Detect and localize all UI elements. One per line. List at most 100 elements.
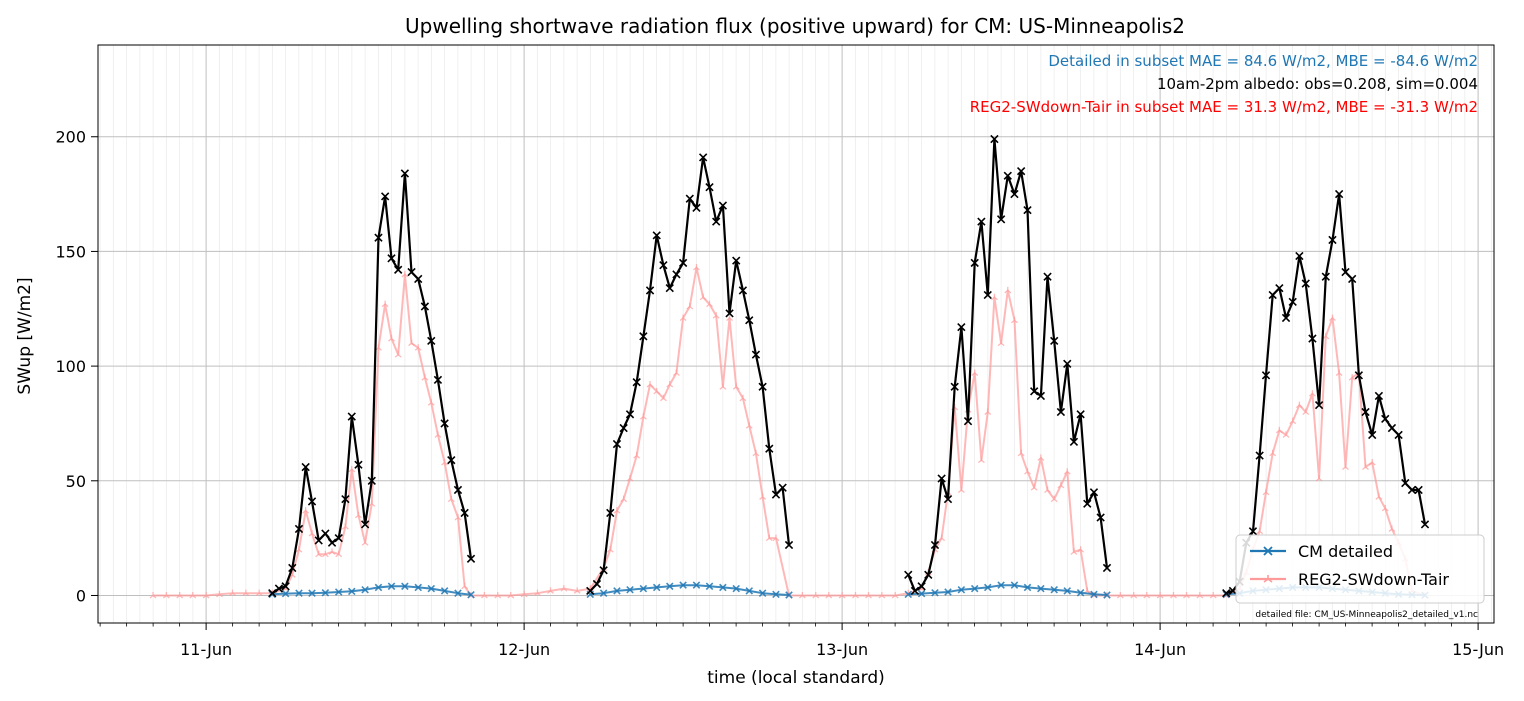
x-axis-label: time (local standard) bbox=[707, 668, 885, 688]
data-point bbox=[957, 486, 965, 493]
data-point bbox=[931, 588, 939, 597]
data-point bbox=[758, 382, 767, 391]
data-point bbox=[1222, 589, 1231, 598]
data-point bbox=[1050, 336, 1059, 346]
legend: CM detailed REG2-SWdown-Tair bbox=[1235, 534, 1485, 604]
data-point bbox=[606, 546, 614, 553]
data-point bbox=[314, 536, 323, 545]
data-point bbox=[341, 523, 349, 530]
data-point bbox=[1328, 235, 1337, 245]
data-point bbox=[938, 534, 946, 542]
y-tick-label: 150 bbox=[55, 242, 86, 261]
x-axis: 11-Jun 12-Jun 13-Jun 14-Jun 15-Jun bbox=[99, 623, 1504, 659]
data-point bbox=[1262, 488, 1270, 496]
data-point bbox=[739, 394, 747, 402]
plot-frame bbox=[97, 44, 1495, 624]
data-point bbox=[1037, 454, 1045, 461]
data-point bbox=[1381, 414, 1390, 424]
y-tick-label: 100 bbox=[55, 357, 86, 376]
data-point bbox=[440, 587, 449, 595]
data-point bbox=[1414, 485, 1423, 495]
data-point bbox=[149, 591, 157, 599]
data-point bbox=[659, 261, 668, 270]
data-point bbox=[633, 452, 641, 459]
data-point bbox=[712, 217, 721, 226]
data-point bbox=[467, 591, 475, 599]
data-point bbox=[414, 583, 422, 592]
data-point bbox=[1044, 486, 1051, 493]
legend-marker-cm-detailed bbox=[1263, 546, 1273, 556]
data-point bbox=[1023, 205, 1032, 215]
data-point bbox=[268, 589, 277, 598]
data-point bbox=[1003, 171, 1012, 180]
data-point bbox=[665, 582, 674, 591]
data-point bbox=[1156, 591, 1164, 599]
data-point bbox=[639, 413, 647, 420]
data-point bbox=[726, 314, 733, 321]
data-point bbox=[176, 591, 184, 599]
legend-marker-reg2 bbox=[1263, 575, 1273, 583]
data-point bbox=[447, 455, 456, 465]
data-point bbox=[1089, 488, 1099, 497]
data-point bbox=[917, 582, 926, 591]
data-point bbox=[1295, 251, 1304, 261]
data-point bbox=[1407, 485, 1417, 495]
data-point bbox=[997, 581, 1005, 589]
data-point bbox=[1056, 407, 1066, 417]
data-point bbox=[765, 444, 774, 453]
data-point bbox=[573, 587, 581, 594]
data-point bbox=[242, 589, 250, 597]
data-point bbox=[1362, 463, 1369, 471]
data-point bbox=[904, 590, 913, 599]
data-point bbox=[785, 591, 793, 599]
data-point bbox=[693, 263, 700, 271]
data-point bbox=[1342, 463, 1349, 471]
x-tick-label: 14-Jun bbox=[1134, 640, 1186, 659]
data-point bbox=[547, 587, 554, 594]
y-tick-label: 0 bbox=[76, 586, 86, 605]
data-point bbox=[652, 231, 661, 240]
data-point bbox=[930, 540, 940, 550]
data-point bbox=[865, 591, 872, 599]
data-point bbox=[414, 274, 423, 284]
data-point bbox=[321, 588, 330, 597]
data-point bbox=[1076, 588, 1085, 597]
data-point bbox=[1302, 408, 1310, 415]
data-point bbox=[1401, 478, 1410, 488]
x-tick-label: 11-Jun bbox=[180, 640, 232, 659]
data-point bbox=[1329, 314, 1336, 321]
data-point bbox=[361, 585, 369, 594]
data-point bbox=[1341, 267, 1350, 277]
x-tick-label: 12-Jun bbox=[498, 640, 550, 659]
data-point bbox=[1248, 527, 1258, 536]
data-point bbox=[983, 290, 992, 300]
data-point bbox=[440, 419, 449, 428]
data-point bbox=[360, 520, 370, 529]
data-point bbox=[520, 590, 528, 598]
data-point bbox=[798, 591, 806, 599]
data-point bbox=[1387, 423, 1397, 433]
data-point bbox=[162, 591, 170, 599]
data-point bbox=[1063, 587, 1072, 595]
data-point bbox=[745, 422, 753, 429]
data-point bbox=[1023, 583, 1032, 592]
data-point bbox=[1096, 513, 1105, 522]
data-point bbox=[712, 312, 720, 319]
data-point bbox=[387, 582, 396, 591]
data-point bbox=[295, 589, 303, 597]
y-axis: 0 50 100 150 200 bbox=[55, 128, 98, 605]
data-point bbox=[950, 382, 959, 391]
data-point bbox=[685, 194, 694, 203]
data-point bbox=[302, 507, 310, 514]
data-point bbox=[971, 369, 979, 376]
data-point bbox=[679, 314, 687, 321]
data-point bbox=[427, 584, 436, 593]
data-point bbox=[759, 493, 767, 500]
data-point bbox=[1335, 369, 1343, 376]
data-point bbox=[659, 394, 667, 402]
series-line bbox=[908, 584, 1108, 596]
data-point bbox=[666, 380, 674, 388]
data-point bbox=[725, 309, 734, 318]
data-point bbox=[216, 590, 223, 598]
